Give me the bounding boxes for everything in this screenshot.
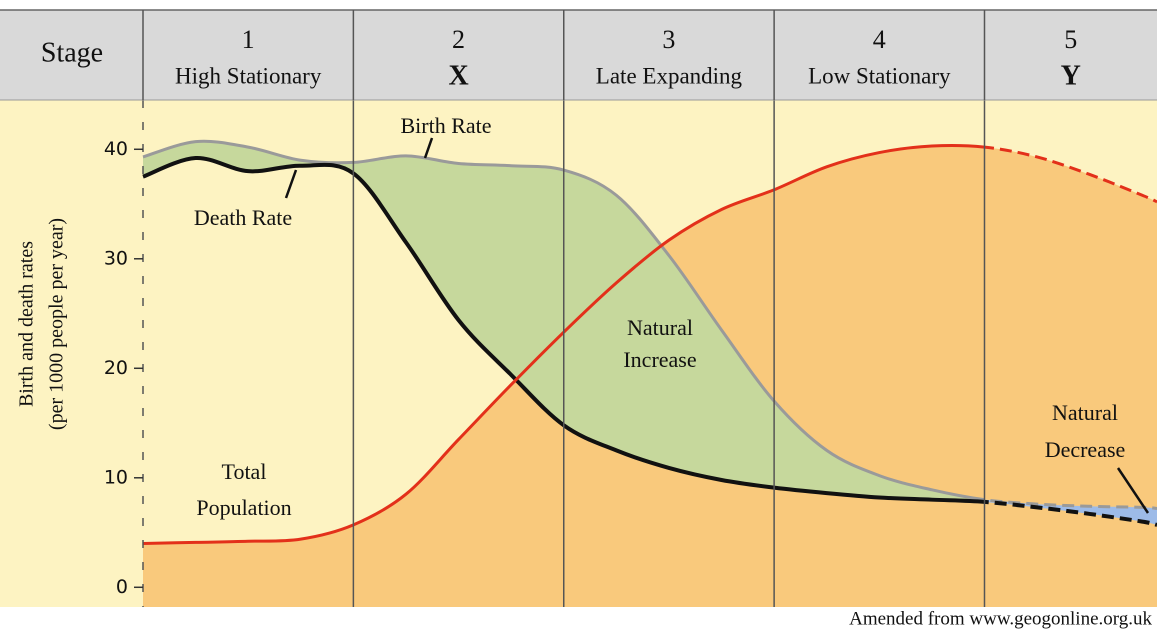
annotation: Increase bbox=[623, 347, 696, 372]
stage-number: 2 bbox=[452, 25, 465, 54]
annotation: Death Rate bbox=[194, 205, 292, 230]
stage-name: Late Expanding bbox=[596, 63, 743, 88]
y-tick-label: 0 bbox=[116, 576, 128, 598]
stage-number: 1 bbox=[242, 25, 255, 54]
stage-name: X bbox=[448, 60, 468, 91]
lines bbox=[142, 139, 1157, 545]
natural-decrease-area bbox=[984, 499, 1157, 525]
series-line bbox=[142, 139, 985, 502]
stage-headers: 1 High Stationary 2 X 3 Late Expanding 4 Low St… bbox=[142, 10, 1081, 100]
source: Amended from www.geogonline.org.uk bbox=[849, 608, 1152, 629]
annotation: Birth Rate bbox=[400, 113, 491, 138]
series-line bbox=[142, 143, 985, 545]
annotation: Decrease bbox=[1045, 437, 1126, 462]
stage-name: Low Stationary bbox=[808, 63, 951, 88]
annotation: Natural bbox=[627, 315, 693, 340]
series-line-dashed bbox=[984, 498, 1157, 510]
pointer bbox=[1116, 467, 1150, 514]
annotation: Natural bbox=[1052, 400, 1118, 425]
stage-name: High Stationary bbox=[175, 63, 322, 88]
annotation: Total bbox=[222, 459, 267, 484]
pointer bbox=[423, 137, 434, 159]
stage-number: 3 bbox=[662, 25, 675, 54]
y-axis-label: (per 1000 people per year) bbox=[46, 218, 68, 430]
series-line-dashed bbox=[984, 499, 1157, 527]
header-label: Stage bbox=[41, 37, 103, 68]
pointer bbox=[284, 169, 298, 199]
y-tick-label: 40 bbox=[104, 138, 128, 160]
annotation: Population bbox=[196, 495, 291, 520]
stage-number: 4 bbox=[873, 25, 886, 54]
y-axis-label: Birth and death rates bbox=[16, 241, 38, 407]
stage-lines bbox=[142, 100, 986, 607]
stage-name: Y bbox=[1061, 60, 1081, 91]
y-tick-label: 10 bbox=[104, 466, 128, 488]
series-line bbox=[142, 156, 985, 504]
header bbox=[0, 10, 1157, 100]
y-tick-label: 20 bbox=[104, 357, 128, 379]
stage-number: 5 bbox=[1064, 25, 1077, 54]
y-tick-label: 30 bbox=[104, 247, 128, 269]
